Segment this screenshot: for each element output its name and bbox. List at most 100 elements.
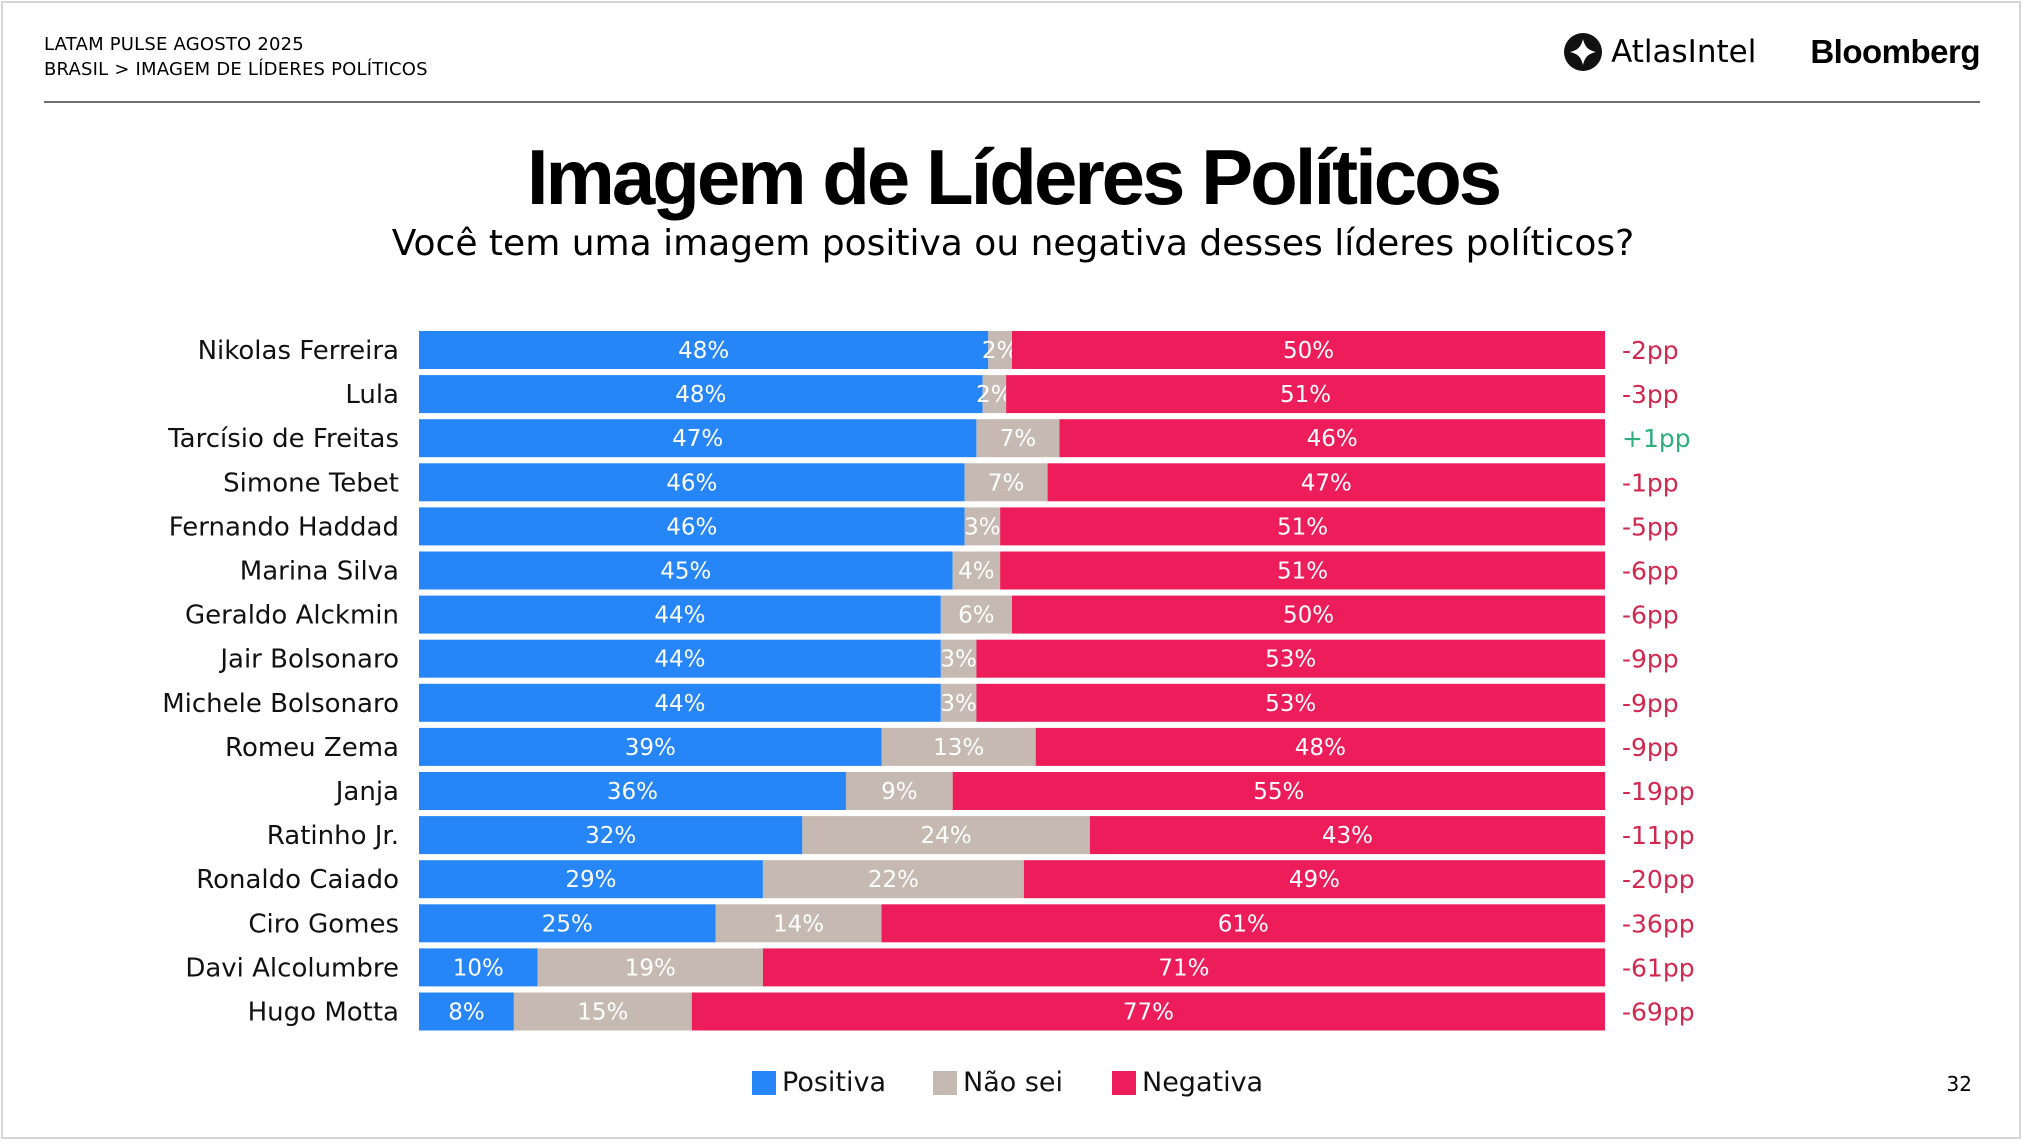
bar-segment-negativa — [976, 683, 1605, 722]
net-change-label: +1pp — [1622, 424, 1691, 453]
category-label: Ciro Gomes — [248, 909, 399, 939]
bar-segment-n-o-sei — [940, 639, 977, 678]
data-label: 7% — [1000, 426, 1037, 452]
bar-segment-n-o-sei — [881, 727, 1036, 766]
legend-swatch — [1112, 1071, 1136, 1095]
data-label: 55% — [1253, 779, 1304, 805]
data-label: 51% — [1280, 382, 1331, 408]
legend-label: Positiva — [782, 1067, 886, 1098]
bar-segment-positiva — [419, 904, 716, 943]
bar-segment-positiva — [419, 639, 941, 678]
data-label: 10% — [453, 955, 504, 981]
bar-segment-positiva — [419, 419, 977, 458]
bar-segment-n-o-sei — [952, 551, 1001, 590]
atlas-compass-icon — [1564, 33, 1603, 71]
data-label: 6% — [958, 603, 995, 629]
chart-title: Imagem de Líderes Políticos — [526, 133, 1502, 221]
net-change-label: -3pp — [1622, 380, 1679, 409]
bar-segment-n-o-sei — [976, 419, 1060, 458]
net-change-label: -9pp — [1622, 645, 1679, 674]
bar-segment-n-o-sei — [802, 816, 1090, 855]
data-label: 4% — [958, 559, 995, 585]
category-label: Marina Silva — [240, 557, 399, 587]
data-label: 51% — [1277, 514, 1328, 540]
bar-segment-n-o-sei — [537, 948, 763, 987]
net-change-label: -5pp — [1622, 512, 1679, 541]
category-label: Romeu Zema — [225, 733, 399, 763]
bar-segment-negativa — [1000, 507, 1605, 546]
data-label: 36% — [607, 779, 658, 805]
net-change-label: -6pp — [1622, 601, 1679, 630]
category-label: Hugo Motta — [248, 998, 399, 1028]
data-label: 47% — [1301, 470, 1352, 496]
net-change-label: -9pp — [1622, 733, 1679, 762]
bar-segment-negativa — [1059, 419, 1605, 458]
category-label: Geraldo Alckmin — [185, 601, 399, 631]
bar-segment-negativa — [976, 639, 1605, 678]
bar-segment-n-o-sei — [762, 860, 1024, 899]
data-label: 44% — [654, 691, 705, 717]
bar-segment-positiva — [419, 507, 965, 546]
breadcrumb: LATAM PULSE AGOSTO 2025 BRASIL > IMAGEM … — [44, 32, 428, 82]
bar-segment-negativa — [1012, 595, 1605, 634]
bar-segment-negativa — [1035, 727, 1605, 766]
legend-swatch — [933, 1071, 957, 1095]
bar-segment-positiva — [419, 727, 882, 766]
category-label: Lula — [345, 380, 399, 410]
bar-segment-n-o-sei — [988, 331, 1012, 369]
bar-segment-negativa — [1089, 816, 1605, 855]
bar-segment-negativa — [1012, 331, 1605, 369]
data-label: 44% — [654, 647, 705, 673]
bar-segment-positiva — [419, 860, 763, 899]
bar-segment-n-o-sei — [940, 595, 1012, 634]
net-change-label: -20pp — [1622, 865, 1695, 894]
data-label: 15% — [577, 1000, 628, 1026]
bar-segment-negativa — [1023, 860, 1605, 899]
bar-segment-positiva — [419, 992, 514, 1031]
bar-segment-n-o-sei — [940, 683, 977, 722]
data-label: 50% — [1283, 338, 1334, 364]
category-label: Fernando Haddad — [169, 512, 399, 542]
net-change-label: -6pp — [1622, 557, 1679, 586]
net-change-label: -2pp — [1622, 336, 1679, 365]
net-change-label: -1pp — [1622, 468, 1679, 497]
bar-segment-positiva — [419, 375, 983, 414]
bar-segment-n-o-sei — [982, 375, 1007, 414]
bar-segment-n-o-sei — [845, 772, 953, 810]
data-label: 44% — [654, 603, 705, 629]
data-label: 14% — [773, 911, 824, 937]
bar-segment-negativa — [1047, 463, 1605, 502]
data-label: 43% — [1322, 823, 1373, 849]
category-label: Janja — [334, 777, 399, 807]
data-label: 3% — [964, 514, 1001, 540]
bar-segment-positiva — [419, 683, 941, 722]
data-label: 19% — [625, 955, 676, 981]
bar-segment-n-o-sei — [964, 463, 1048, 502]
bar-segment-n-o-sei — [513, 992, 692, 1031]
logos: AtlasIntel Bloomberg — [1563, 30, 1980, 74]
bar-segment-negativa — [1000, 551, 1605, 590]
category-label: Michele Bolsonaro — [162, 689, 399, 719]
bar-segment-positiva — [419, 595, 941, 634]
data-label: 46% — [666, 470, 717, 496]
bar-segment-negativa — [952, 772, 1605, 810]
data-label: 25% — [542, 911, 593, 937]
data-label: 32% — [585, 823, 636, 849]
bar-segment-negativa — [1006, 375, 1605, 414]
data-label: 46% — [666, 514, 717, 540]
bar-segment-n-o-sei — [715, 904, 882, 943]
category-label: Simone Tebet — [223, 468, 399, 498]
atlasintel-logo: AtlasIntel — [1563, 32, 1756, 72]
net-change-label: -69pp — [1622, 998, 1695, 1027]
section-path: BRASIL > IMAGEM DE LÍDERES POLÍTICOS — [44, 59, 428, 80]
bar-segment-positiva — [419, 772, 846, 810]
bar-segment-positiva — [419, 331, 989, 369]
data-label: 51% — [1277, 559, 1328, 585]
net-change-label: -36pp — [1622, 909, 1695, 938]
data-label: 9% — [881, 779, 918, 805]
bloomberg-logo: Bloomberg — [1810, 33, 1980, 70]
net-change-label: -9pp — [1622, 689, 1679, 718]
data-label: 47% — [672, 426, 723, 452]
